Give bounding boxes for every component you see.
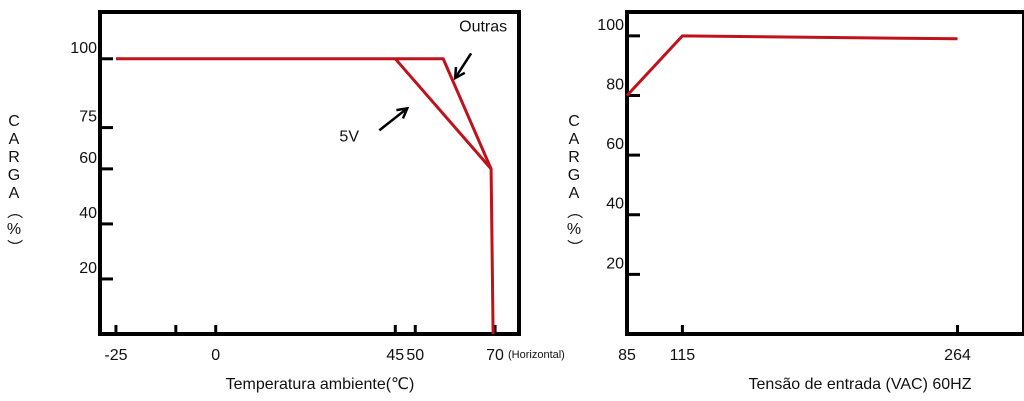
chart-1-x-tick-label: 50 xyxy=(406,347,424,364)
chart-1-x-tick-label: 45 xyxy=(386,347,404,364)
chart-1-frame xyxy=(98,10,521,336)
chart-2-x-axis-title: Tensão de entrada (VAC) 60HZ xyxy=(749,376,972,393)
chart-1-x-axis-title: Temperatura ambiente(℃) xyxy=(226,376,415,393)
chart-1-annotation-arrow-head xyxy=(453,66,466,81)
chart-2-y-axis-title-char: A xyxy=(569,131,580,148)
chart-2-y-axis-title-char: R xyxy=(568,149,580,166)
chart-1-annotation-label: Outras xyxy=(459,18,507,35)
chart-2-y-axis-title-char: （ xyxy=(565,203,583,219)
chart-1-y-axis-title-char: R xyxy=(8,149,20,166)
chart-1-annotation-arrow-shaft xyxy=(454,52,473,79)
chart-2-y-axis-title-char: % xyxy=(567,221,581,238)
chart-1-x-note: (Horizontal) xyxy=(508,349,565,361)
chart-2-x-tick-label: 115 xyxy=(670,347,696,364)
chart-1-y-axis-title-char: A xyxy=(9,185,20,202)
chart-2-y-axis-title-char: G xyxy=(568,167,580,184)
chart-1-y-axis-title-char: ） xyxy=(5,239,23,255)
chart-2-y-tick-label: 80 xyxy=(606,76,624,93)
chart-2-y-axis-title-char: C xyxy=(568,113,580,130)
chart-1-annotation-arrow-shaft xyxy=(378,107,409,132)
chart-1-x-tick-label: -25 xyxy=(104,347,127,364)
chart-1-annotation-label: 5V xyxy=(339,128,359,145)
chart-2-y-tick-label: 60 xyxy=(606,136,624,153)
chart-2-frame xyxy=(625,10,1024,336)
chart-2-series-load-line xyxy=(625,34,958,97)
chart-2-y-tick-label: 100 xyxy=(597,17,624,34)
chart-2-y-tick-label: 20 xyxy=(606,255,624,272)
chart-2-y-tick-label: 40 xyxy=(606,196,624,213)
chart-1-series-5v-line xyxy=(394,57,493,170)
chart-1-y-tick-label: 60 xyxy=(79,150,97,167)
chart-1-x-tick-label: 0 xyxy=(211,347,220,364)
chart-1-y-tick-label: 100 xyxy=(70,40,97,57)
chart-1-y-tick-label: 40 xyxy=(79,205,97,222)
chart-1-y-tick-label: 20 xyxy=(79,260,97,277)
chart-2-x-tick-label: 264 xyxy=(944,347,971,364)
chart-1-y-axis-title-char: % xyxy=(7,221,21,238)
chart-1-y-axis-title-char: C xyxy=(8,113,20,130)
chart-1-y-axis-title-char: G xyxy=(8,167,20,184)
chart-2-y-axis-title-char: A xyxy=(569,185,580,202)
chart-2-x-tick-label: 85 xyxy=(618,347,636,364)
chart-1-series-outras-line xyxy=(116,57,495,335)
chart-2-y-axis-title-char: ） xyxy=(565,239,583,255)
chart-1-x-tick-label: 70 xyxy=(486,347,504,364)
chart-1-annotation-arrow-head xyxy=(396,106,410,119)
chart-1-y-tick-label: 75 xyxy=(79,109,97,126)
chart-1-y-axis-title-char: A xyxy=(9,131,20,148)
chart-1-y-axis-title-char: （ xyxy=(5,203,23,219)
